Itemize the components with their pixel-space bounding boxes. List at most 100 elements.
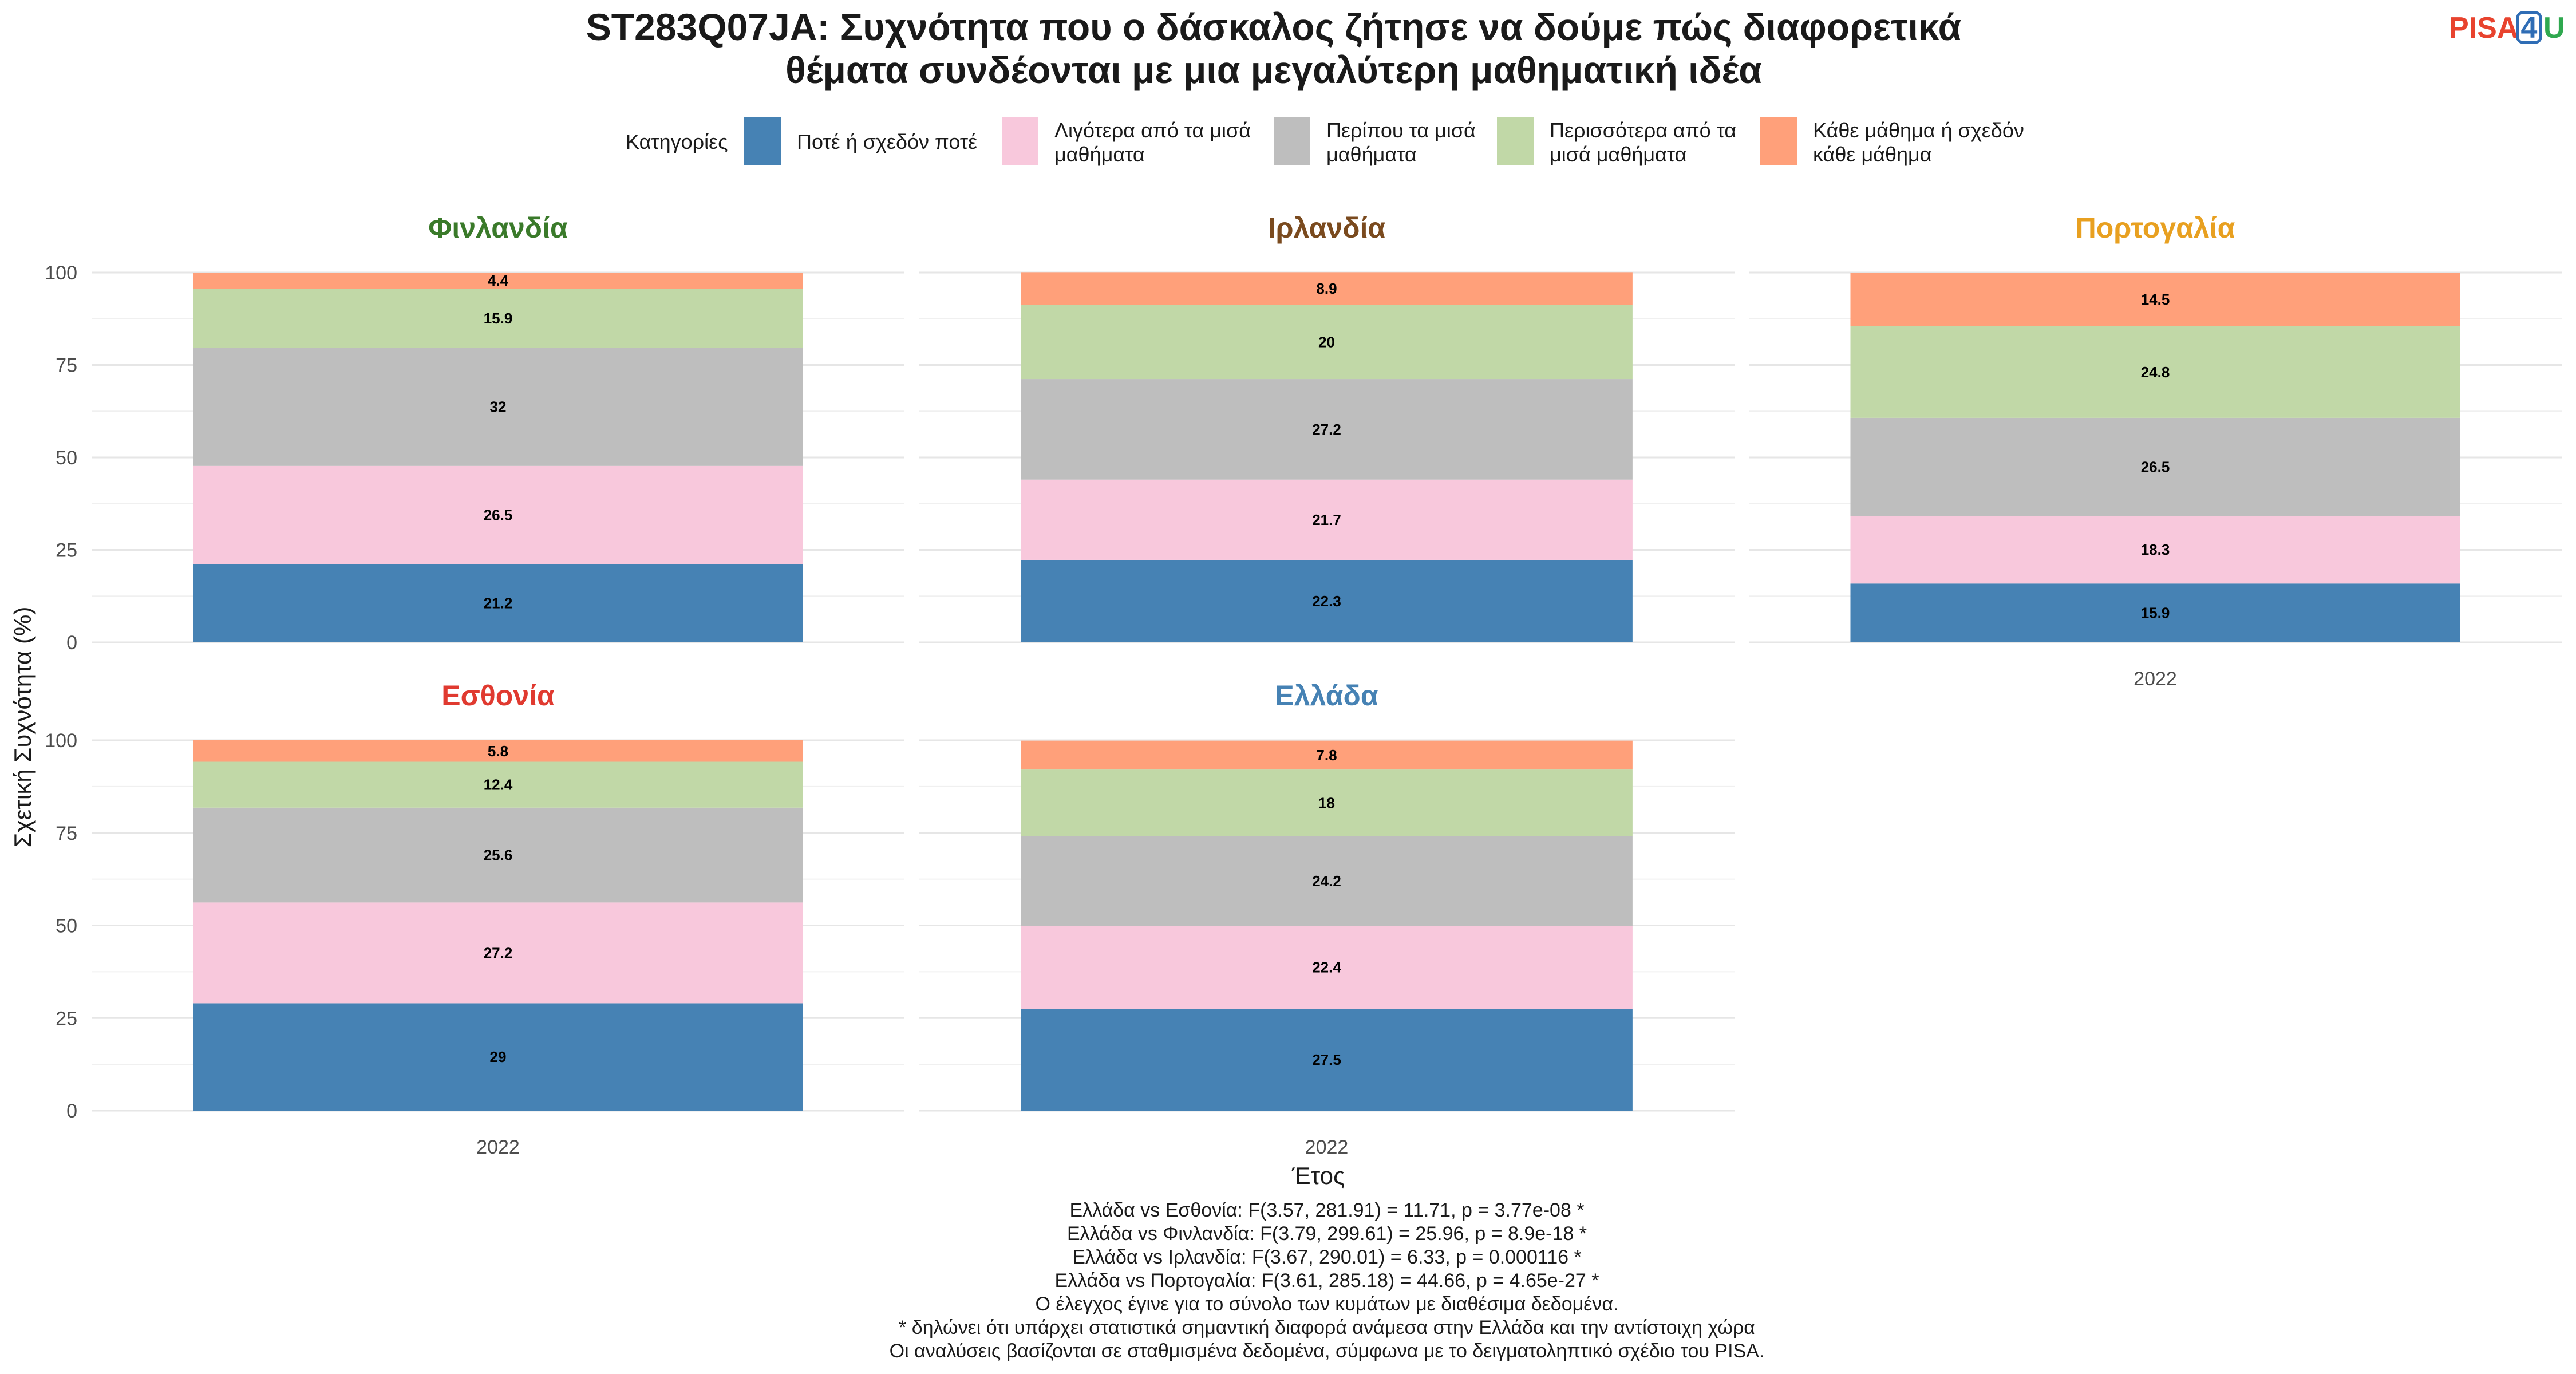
bar-segment-2	[193, 902, 803, 1004]
chart-title-line2: θέματα συνδέονται με μια μεγαλύτερη μαθη…	[785, 49, 1762, 91]
data-label: 8.9	[1316, 280, 1337, 297]
data-label: 27.2	[484, 944, 513, 961]
legend-label-2-line2: μαθήματα	[1054, 143, 1145, 166]
bar-segment-5	[193, 273, 803, 289]
bar-segment-3	[193, 807, 803, 903]
facet-panels: Φινλανδία 0 25 50 75 100 21.2 26.5 32 15.9 4.4 Ιρλα…	[45, 212, 2562, 1158]
panel-2: Ιρλανδία 22.3 21.7 27.2 20 8.9	[919, 212, 1735, 643]
legend-swatch-1	[744, 117, 781, 165]
data-label: 18.3	[2141, 541, 2170, 558]
caption-line: Ελλάδα vs Φινλανδία: F(3.79, 299.61) = 2…	[1067, 1223, 1587, 1245]
legend-swatch-2	[1002, 117, 1038, 165]
panel-title: Ιρλανδία	[1268, 212, 1386, 244]
bar-segment-3	[193, 348, 803, 466]
data-label: 7.8	[1316, 747, 1337, 764]
bar-segment-4	[1021, 305, 1633, 380]
legend-label-4-line1: Περισσότερα από τα	[1550, 119, 1736, 142]
panel-title: Εσθονία	[441, 680, 555, 712]
x-tick-label: 2022	[476, 1136, 520, 1158]
data-label: 18	[1318, 794, 1335, 811]
x-tick-label: 2022	[2134, 668, 2177, 690]
data-label: 22.3	[1312, 593, 1341, 610]
data-label: 14.5	[2141, 291, 2170, 308]
pisa4u-logo: PISA 4 U	[2449, 11, 2565, 45]
legend-label-4-line2: μισά μαθήματα	[1550, 143, 1686, 166]
y-tick-label: 100	[45, 730, 77, 752]
data-label: 15.9	[2141, 605, 2170, 622]
data-label: 21.2	[484, 595, 513, 612]
y-tick-label: 25	[56, 540, 77, 562]
y-tick-label: 75	[56, 355, 77, 377]
bar-segment-1	[1850, 583, 2460, 642]
data-label: 21.7	[1312, 511, 1341, 528]
x-tick-label: 2022	[1305, 1136, 1349, 1158]
data-label: 15.9	[484, 310, 513, 327]
bar-segment-1	[193, 1003, 803, 1111]
panel-title: Φινλανδία	[428, 212, 568, 244]
bar-segment-2	[1021, 926, 1633, 1009]
legend-swatch-3	[1274, 117, 1310, 165]
chart-title-line1: ST283Q07JA: Συχνότητα που ο δάσκαλος ζήτ…	[586, 6, 1961, 48]
data-label: 20	[1318, 333, 1335, 350]
legend-swatch-4	[1497, 117, 1534, 165]
data-label: 32	[490, 398, 507, 415]
bar-segment-2	[193, 465, 803, 564]
y-tick-label: 75	[56, 823, 77, 844]
caption: Ελλάδα vs Εσθονία: F(3.57, 281.91) = 11.…	[890, 1199, 1765, 1362]
data-label: 29	[490, 1048, 507, 1065]
data-label: 27.5	[1312, 1051, 1341, 1068]
bar-segment-4	[193, 289, 803, 348]
caption-line: Ο έλεγχος έγινε για το σύνολο των κυμάτω…	[1036, 1293, 1619, 1315]
caption-line: Ελλάδα vs Πορτογαλία: F(3.61, 285.18) = …	[1055, 1270, 1599, 1292]
bar-segment-4	[1850, 326, 2460, 418]
caption-line: Ελλάδα vs Ιρλανδία: F(3.67, 290.01) = 6.…	[1072, 1246, 1582, 1268]
caption-line: Ελλάδα vs Εσθονία: F(3.57, 281.91) = 11.…	[1069, 1199, 1584, 1221]
panel-3: Πορτογαλία 15.9 18.3 26.5 24.8 14.5 2022	[1749, 212, 2562, 690]
logo-text-4: 4	[2521, 11, 2538, 45]
y-tick-label: 50	[56, 447, 77, 469]
data-label: 24.2	[1312, 872, 1341, 890]
y-tick-label: 100	[45, 262, 77, 284]
panel-5: Ελλάδα 27.5 22.4 24.2 18 7.8 2022	[919, 680, 1735, 1158]
bar-segment-5	[1850, 273, 2460, 326]
x-axis-title: Έτος	[1291, 1162, 1345, 1189]
legend-title: Κατηγορίες	[626, 130, 728, 153]
legend-swatch-5	[1760, 117, 1797, 165]
bar-segment-5	[193, 740, 803, 762]
data-label: 5.8	[488, 743, 508, 760]
bar-segment-2	[1850, 516, 2460, 584]
data-label: 22.4	[1312, 959, 1341, 976]
y-tick-label: 0	[66, 1100, 77, 1122]
legend-label-3-line2: μαθήματα	[1326, 143, 1417, 166]
data-label: 24.8	[2141, 364, 2170, 381]
legend-label-3-line1: Περίπου τα μισά	[1326, 119, 1476, 142]
y-tick-label: 0	[66, 632, 77, 654]
bar-segment-3	[1850, 417, 2460, 516]
caption-line: * δηλώνει ότι υπάρχει στατιστικά σημαντι…	[899, 1317, 1755, 1339]
logo-text-u: U	[2543, 11, 2565, 45]
caption-line: Οι αναλύσεις βασίζονται σε σταθμισμένα δ…	[890, 1340, 1765, 1362]
data-label: 26.5	[2141, 458, 2170, 475]
legend-label-5-line2: κάθε μάθημα	[1813, 143, 1932, 166]
panel-1: Φινλανδία 0 25 50 75 100 21.2 26.5 32 15.9 4.4	[45, 212, 904, 654]
data-label: 27.2	[1312, 421, 1341, 438]
y-tick-label: 50	[56, 915, 77, 937]
panel-title: Πορτογαλία	[2076, 212, 2235, 244]
legend-label-1-line1: Ποτέ ή σχεδόν ποτέ	[797, 130, 977, 153]
bar-segment-5	[1021, 272, 1633, 305]
bar-segment-1	[193, 564, 803, 642]
y-tick-label: 25	[56, 1008, 77, 1029]
bar-segment-4	[1021, 769, 1633, 836]
data-label: 25.6	[484, 847, 513, 864]
panel-title: Ελλάδα	[1275, 680, 1378, 712]
bar-segment-3	[1021, 379, 1633, 480]
bar-segment-2	[1021, 479, 1633, 560]
y-axis-title: Σχετική Συχνότητα (%)	[9, 607, 36, 848]
bar-segment-5	[1021, 740, 1633, 770]
bar-segment-1	[1021, 559, 1633, 642]
data-label: 4.4	[488, 272, 509, 289]
bar-segment-3	[1021, 836, 1633, 926]
data-label: 26.5	[484, 506, 513, 523]
logo-text-pisa: PISA	[2449, 11, 2518, 45]
